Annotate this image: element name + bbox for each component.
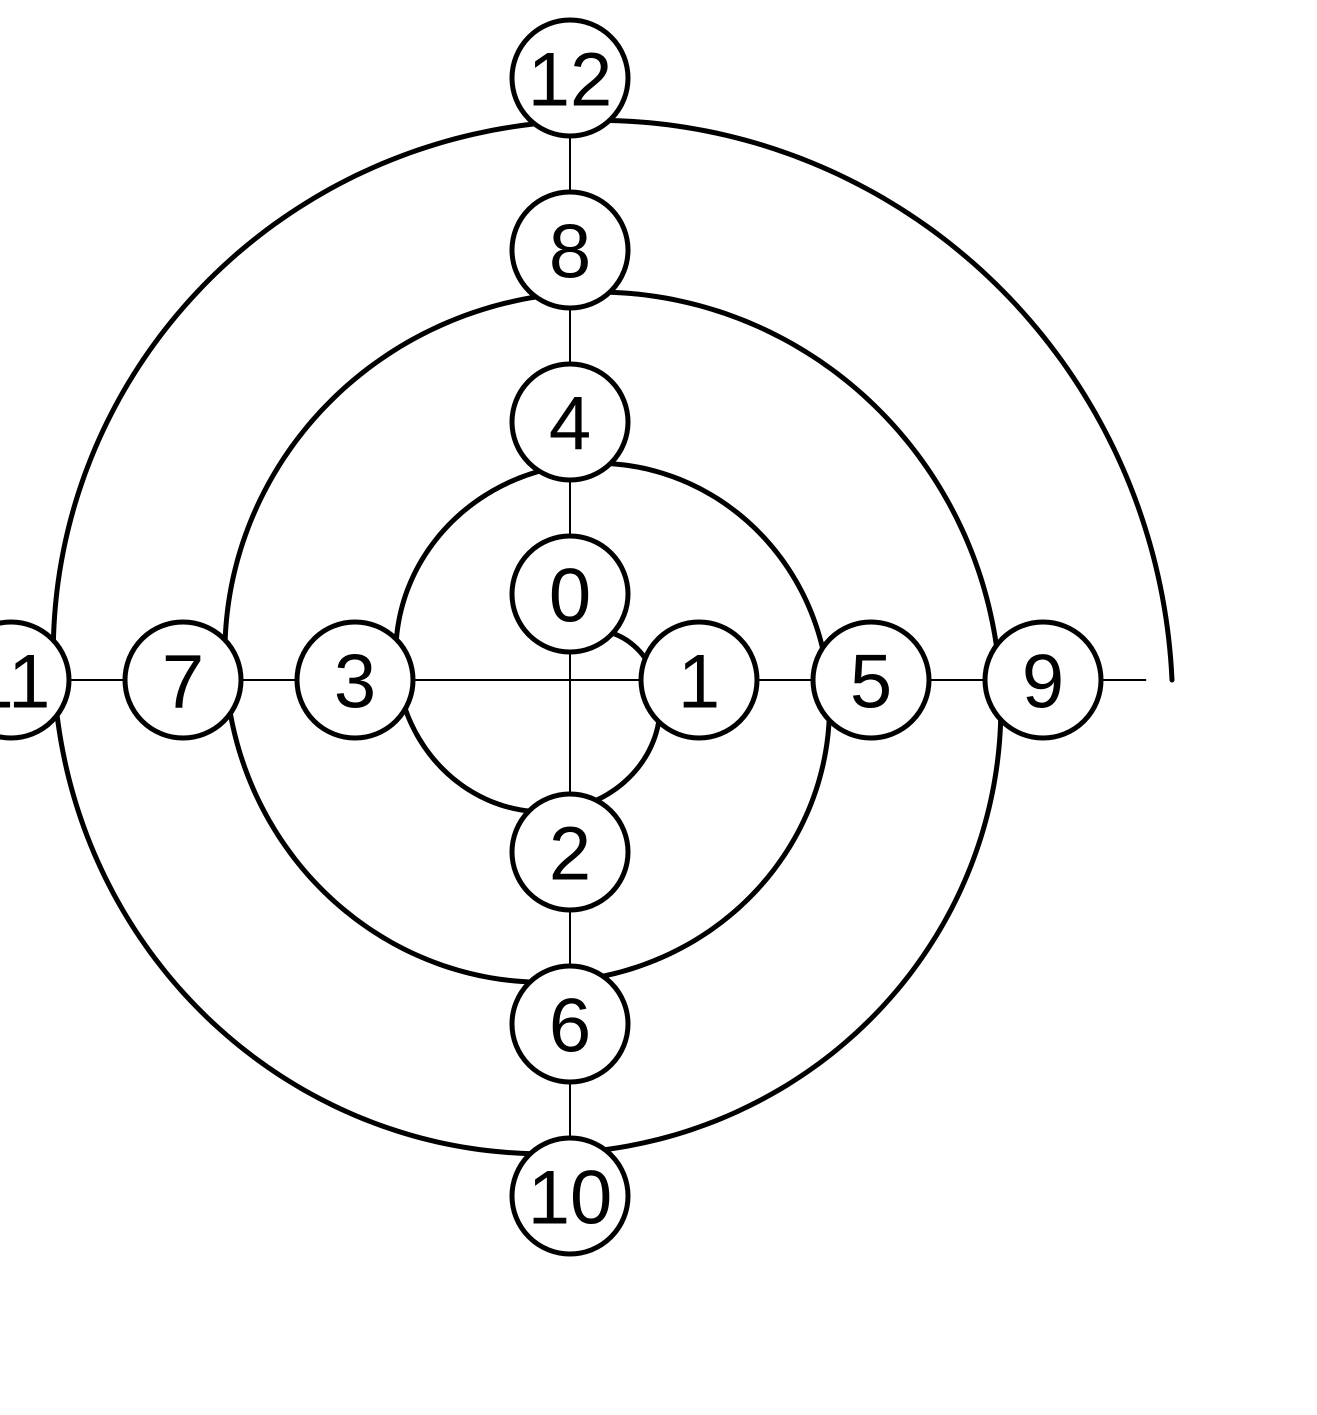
node-label: 7 <box>162 640 204 725</box>
node-2: 2 <box>512 794 628 910</box>
node-1: 1 <box>641 622 757 738</box>
node-label: 1 <box>678 640 720 725</box>
spiral-diagram: 0123456789101112 <box>0 0 1317 1415</box>
node-label: 6 <box>549 984 591 1069</box>
node-7: 7 <box>125 622 241 738</box>
node-label: 11 <box>0 640 50 725</box>
node-4: 4 <box>512 364 628 480</box>
node-label: 9 <box>1022 640 1064 725</box>
node-10: 10 <box>512 1138 628 1254</box>
node-3: 3 <box>297 622 413 738</box>
node-5: 5 <box>813 622 929 738</box>
node-8: 8 <box>512 192 628 308</box>
node-0: 0 <box>512 536 628 652</box>
node-6: 6 <box>512 966 628 1082</box>
node-label: 10 <box>528 1156 613 1241</box>
nodes-layer: 0123456789101112 <box>0 20 1101 1254</box>
node-label: 2 <box>549 812 591 897</box>
node-label: 0 <box>549 554 591 639</box>
node-label: 4 <box>549 382 591 467</box>
node-label: 5 <box>850 640 892 725</box>
node-9: 9 <box>985 622 1101 738</box>
node-label: 3 <box>334 640 376 725</box>
node-label: 12 <box>528 38 613 123</box>
node-label: 8 <box>549 210 591 295</box>
node-12: 12 <box>512 20 628 136</box>
